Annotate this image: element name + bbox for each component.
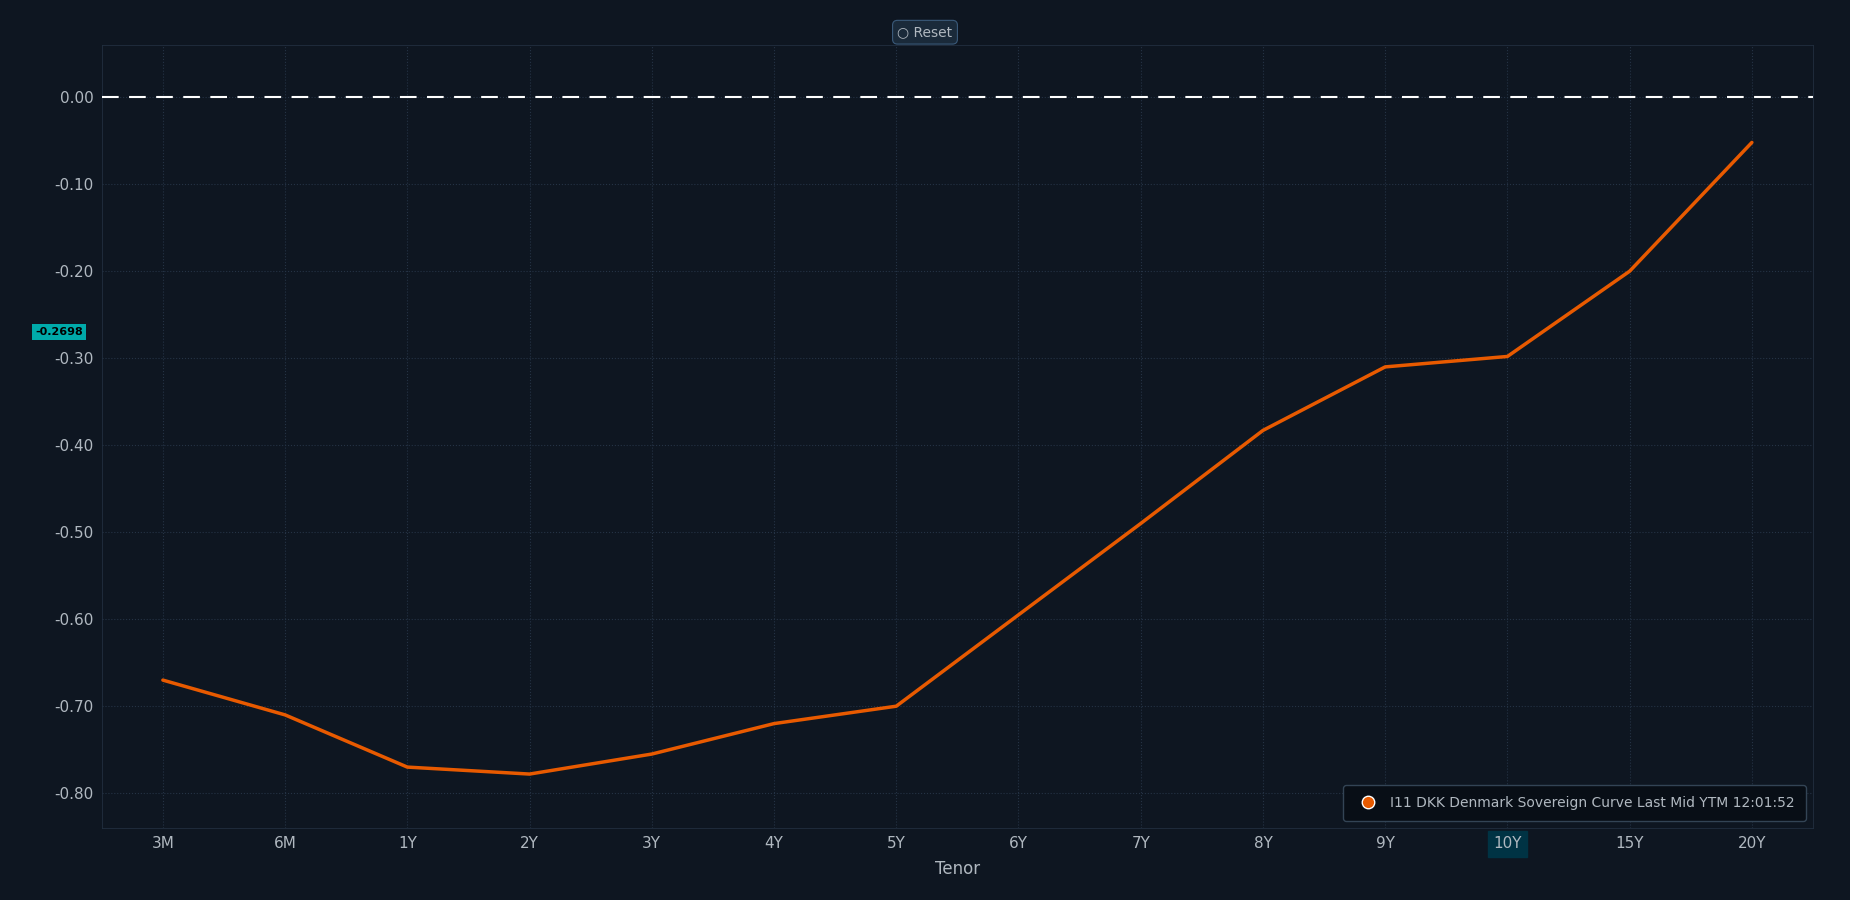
X-axis label: Tenor: Tenor: [934, 860, 980, 878]
Text: ○ Reset: ○ Reset: [897, 25, 953, 40]
Legend: I11 DKK Denmark Sovereign Curve Last Mid YTM 12:01:52: I11 DKK Denmark Sovereign Curve Last Mid…: [1343, 785, 1806, 821]
Text: -0.2698: -0.2698: [35, 327, 83, 337]
